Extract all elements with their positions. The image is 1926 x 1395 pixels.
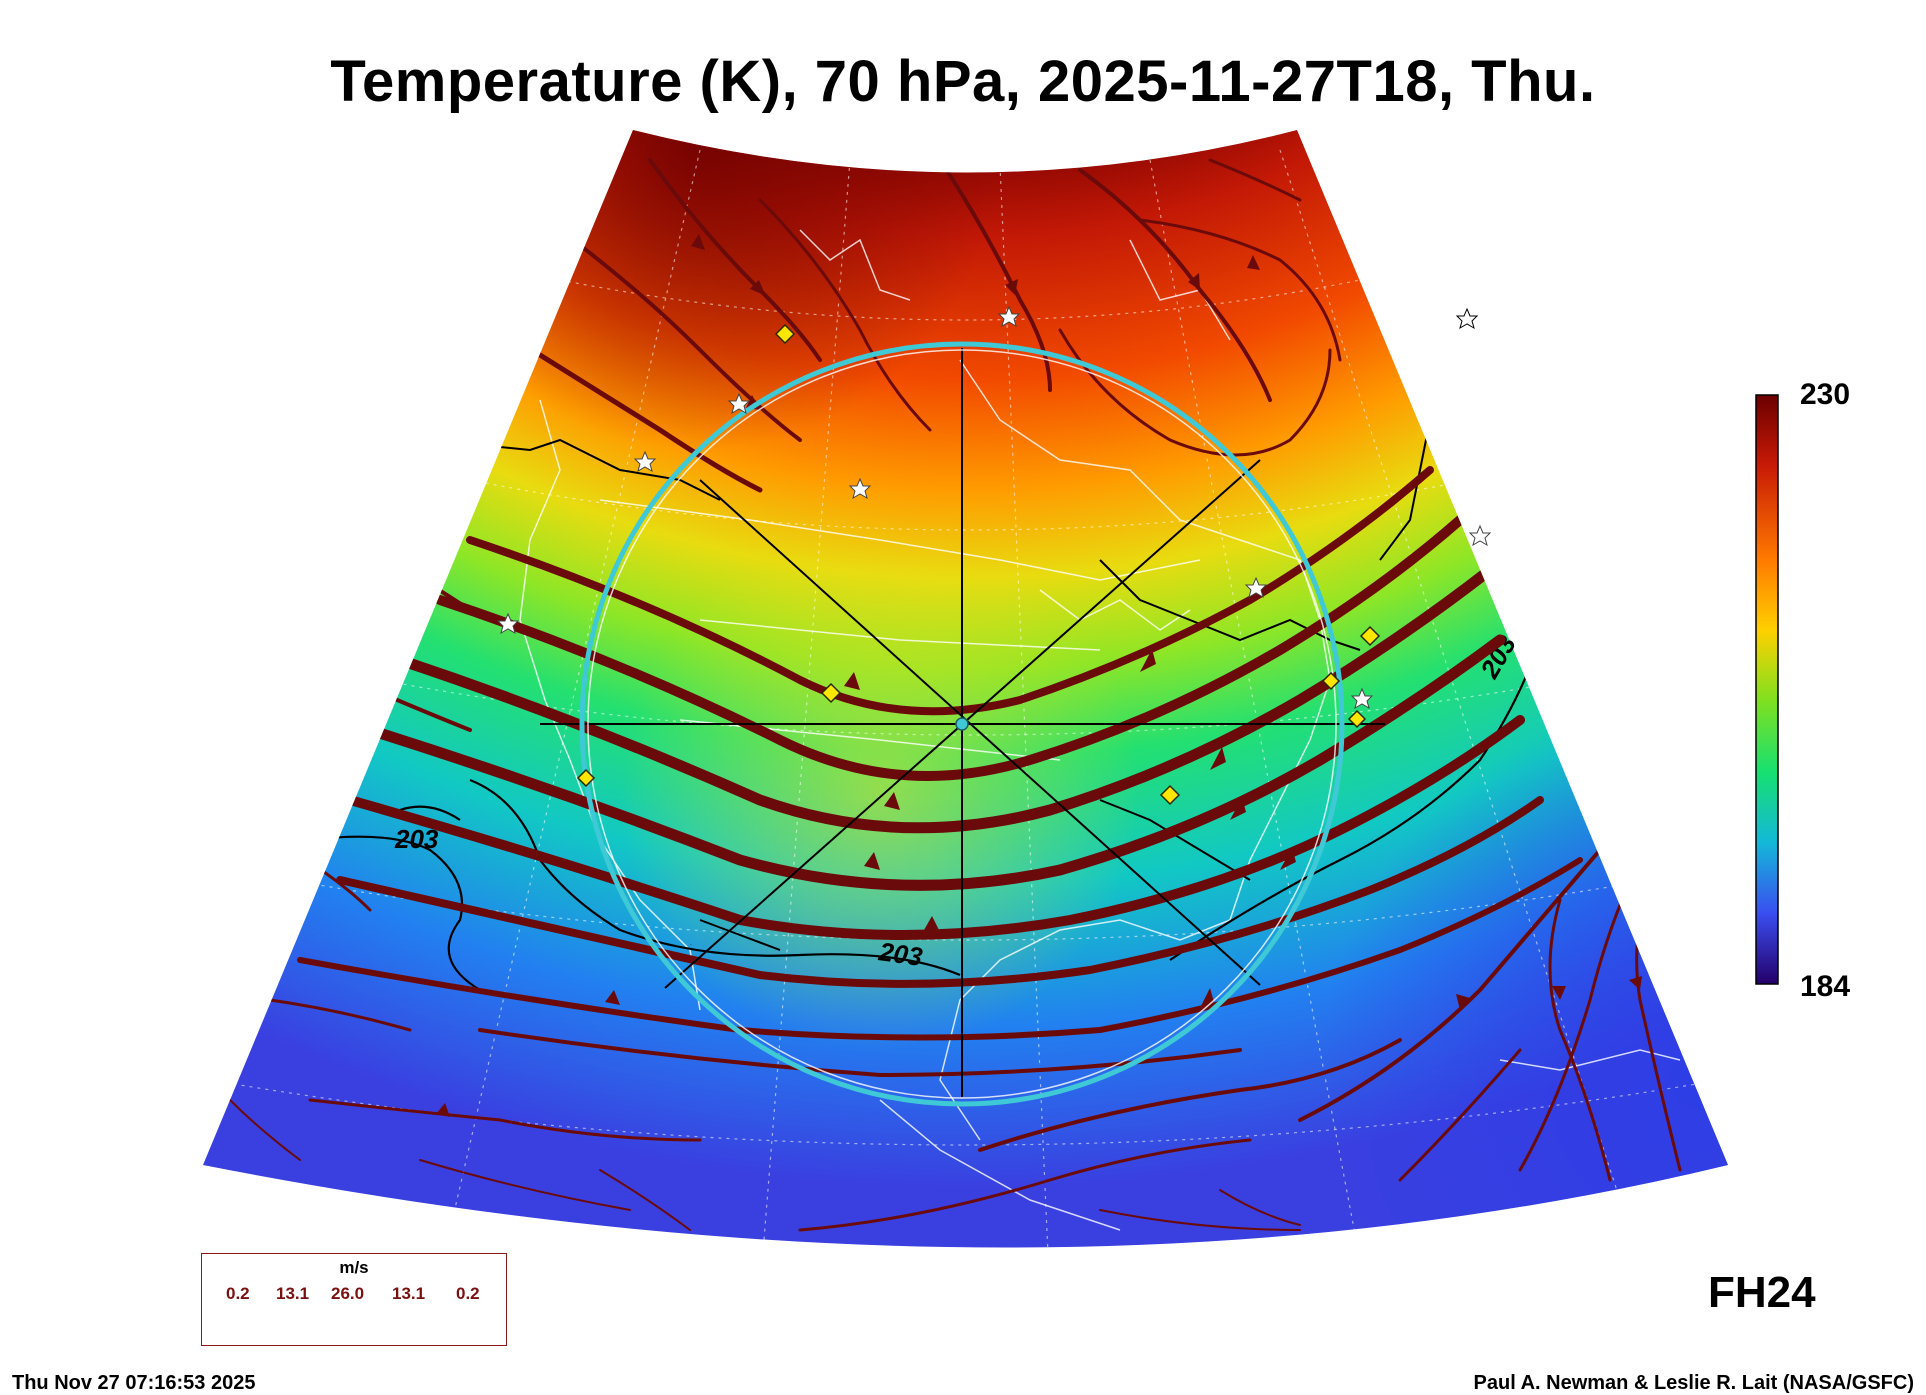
star-marker [997, 305, 1021, 328]
contour-label: 203 [394, 824, 439, 854]
streamline [466, 466, 1434, 716]
streamline [599, 1169, 691, 1231]
center-marker [955, 717, 969, 731]
streamline [1138, 218, 1342, 362]
streamline [345, 715, 1525, 940]
streamline [1058, 328, 1332, 457]
streamline [938, 158, 1052, 392]
analysis-ring [579, 341, 1345, 1107]
colorbar-max-label: 230 [1800, 378, 1851, 411]
contour-label: 203 [689, 944, 692, 946]
coastlines [519, 229, 1681, 1231]
legend-value: 13.1 [276, 1284, 310, 1303]
streamline [1298, 848, 1602, 1122]
legend-value: 0.2 [456, 1284, 480, 1303]
star-marker [1468, 524, 1492, 547]
streamline [558, 228, 802, 442]
star-marker [1350, 687, 1374, 710]
star-markers [496, 305, 1492, 710]
streamline [1208, 158, 1302, 202]
credit-line: Paul A. Newman & Leslie R. Lait (NASA/GS… [1473, 1372, 1914, 1394]
station-diamond [1321, 671, 1341, 691]
streamline [435, 515, 1465, 781]
streamline [1219, 1189, 1301, 1226]
streamline [978, 1038, 1402, 1152]
legend-value: 0.2 [226, 1284, 250, 1303]
station-diamond [1347, 709, 1367, 729]
streamline [1548, 898, 1612, 1182]
station-diamond [1159, 784, 1181, 806]
streamline [1669, 919, 1721, 1061]
star-marker-hollow [1455, 307, 1479, 330]
station-diamond [1359, 625, 1381, 647]
streamline [336, 796, 1544, 988]
colorbar-min-label: 184 [1800, 970, 1851, 1003]
timestamp: Thu Nov 27 07:16:53 2025 [12, 1372, 256, 1394]
streamline [419, 1159, 631, 1211]
map-title: Temperature (K), 70 hPa, 2025-11-27T18, … [330, 49, 1596, 114]
legend-value: 26.0 [331, 1284, 365, 1303]
streamline [308, 1098, 702, 1142]
analysis-ring-inner [587, 349, 1337, 1099]
streamline [758, 198, 932, 432]
station-diamond [774, 323, 796, 345]
streamline [268, 998, 412, 1032]
legend-value: 13.1 [392, 1284, 426, 1303]
streamline [229, 1099, 301, 1161]
wind-speed-legend: m/s 0.2 13.1 26.0 13.1 0.2 [201, 1253, 507, 1346]
streamline [297, 857, 1583, 1041]
star-marker [633, 450, 657, 473]
star-marker [1244, 576, 1268, 599]
contour-label: 203 [876, 936, 925, 972]
streamline [1398, 1048, 1522, 1182]
station-diamond [820, 682, 842, 704]
station-markers [576, 323, 1381, 806]
graticule [209, 149, 1721, 1248]
star-marker [727, 392, 751, 415]
star-marker [496, 612, 520, 635]
streamline [648, 158, 822, 362]
streamline [798, 1138, 1252, 1232]
colorbar [1755, 394, 1779, 985]
stream-arrowheads [436, 234, 1642, 1117]
legend-unit: m/s [339, 1258, 369, 1277]
streamline [394, 564, 1496, 834]
station-diamond [576, 768, 596, 788]
streamlines [229, 158, 1721, 1232]
streamline [497, 327, 763, 493]
streamline [478, 1028, 1242, 1078]
contour-203 [309, 639, 1542, 991]
streamline [1099, 1209, 1301, 1231]
forecast-hour-label: FH24 [1708, 1268, 1816, 1317]
star-marker [848, 477, 872, 500]
